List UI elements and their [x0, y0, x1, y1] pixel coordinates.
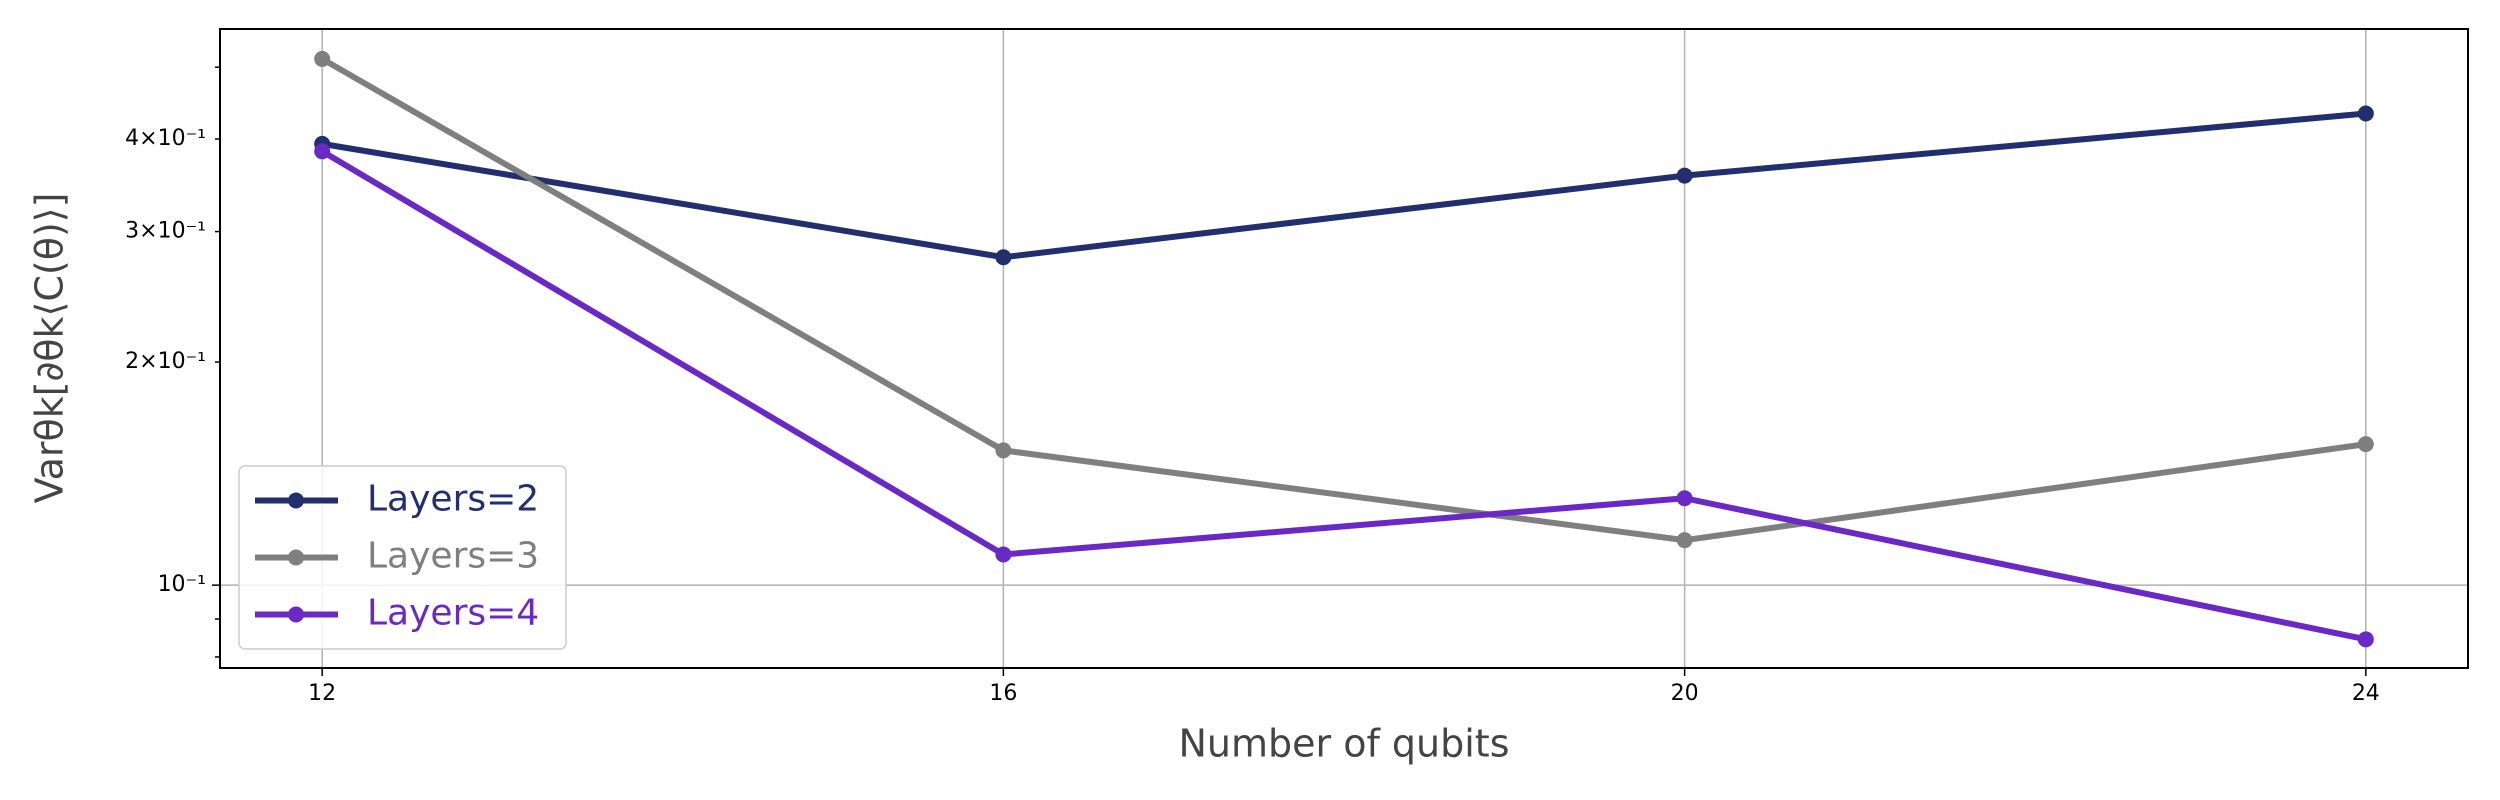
- data-point: [2357, 105, 2374, 122]
- y-tick-label: 3×10⁻¹: [125, 219, 206, 244]
- data-point: [995, 546, 1012, 563]
- x-tick-label: 24: [2352, 681, 2380, 706]
- data-point: [995, 442, 1012, 459]
- series-line: [320, 148, 2367, 643]
- data-point: [314, 143, 331, 160]
- x-tick-label: 20: [1671, 681, 1699, 706]
- data-point: [995, 249, 1012, 266]
- data-point: [314, 50, 331, 67]
- data-point: [2357, 631, 2374, 648]
- legend-marker: [288, 606, 304, 623]
- y-tick-label: 4×10⁻¹: [125, 126, 206, 151]
- legend-box: [238, 465, 567, 650]
- x-axis-label: Number of qubits: [1178, 722, 1509, 766]
- data-point: [1676, 532, 1693, 549]
- y-tick-label: 2×10⁻¹: [125, 349, 206, 374]
- plot-frame: [219, 28, 2469, 669]
- data-point: [1676, 490, 1693, 507]
- x-tick-label: 16: [989, 681, 1017, 706]
- legend-marker: [288, 492, 304, 509]
- legend-label: Layers=4: [367, 593, 539, 634]
- x-tick-label: 12: [308, 681, 336, 706]
- data-point: [2357, 436, 2374, 453]
- y-tick-label: 10⁻¹: [158, 572, 206, 597]
- legend-label: Layers=3: [367, 536, 539, 577]
- legend-label: Layers=2: [367, 479, 539, 520]
- data-point: [1676, 167, 1693, 184]
- series-line: [320, 56, 2367, 544]
- legend-marker: [288, 549, 304, 566]
- series-line: [321, 110, 2367, 261]
- y-axis-label: Varθk[∂θk⟨C(θ)⟩]: [28, 193, 72, 504]
